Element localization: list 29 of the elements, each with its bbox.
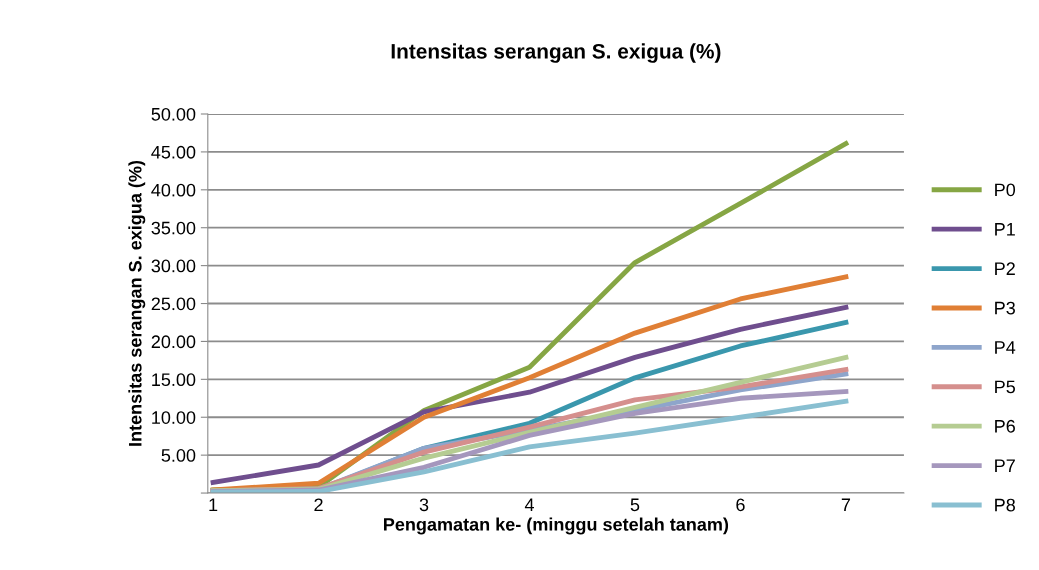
y-tick-label: 10.00 xyxy=(152,411,196,424)
x-tick-label: 2 xyxy=(314,498,323,511)
legend-label: P3 xyxy=(995,301,1015,315)
y-tick-label: 35.00 xyxy=(151,221,196,235)
legend-label: P4 xyxy=(995,341,1016,354)
y-tick-label: 45.00 xyxy=(151,145,196,159)
x-tick-label: 6 xyxy=(736,498,745,512)
legend-label: P7 xyxy=(995,459,1015,472)
x-tick-label: 1 xyxy=(209,498,218,511)
y-tick-label: 40.00 xyxy=(151,183,196,197)
x-tick-label: 3 xyxy=(419,498,429,512)
x-tick-label: 7 xyxy=(841,498,851,511)
y-tick-label: 25.00 xyxy=(151,297,196,311)
chart-title: Intensitas serangan S. exigua (%) xyxy=(391,43,721,63)
y-tick-label: 50.00 xyxy=(151,107,196,121)
y-tick-label: 20.00 xyxy=(151,335,196,349)
legend-label: P6 xyxy=(995,419,1015,433)
legend-label: P0 xyxy=(995,183,1016,197)
y-axis-title: Intensitas serangan S. exigua (%) xyxy=(128,160,146,446)
legend-label: P2 xyxy=(995,262,1015,275)
legend-label: P5 xyxy=(995,380,1016,394)
x-tick-label: 5 xyxy=(630,498,640,512)
y-tick-label: 30.00 xyxy=(151,259,196,273)
legend-label: P8 xyxy=(995,498,1015,512)
y-tick-label: 15.00 xyxy=(152,373,196,387)
x-axis-title: Pengamatan ke- (minggu setelah tanam) xyxy=(384,517,729,535)
y-tick-label: 5.00 xyxy=(161,449,196,462)
x-tick-label: 4 xyxy=(524,498,534,511)
legend-label: P1 xyxy=(995,223,1015,236)
